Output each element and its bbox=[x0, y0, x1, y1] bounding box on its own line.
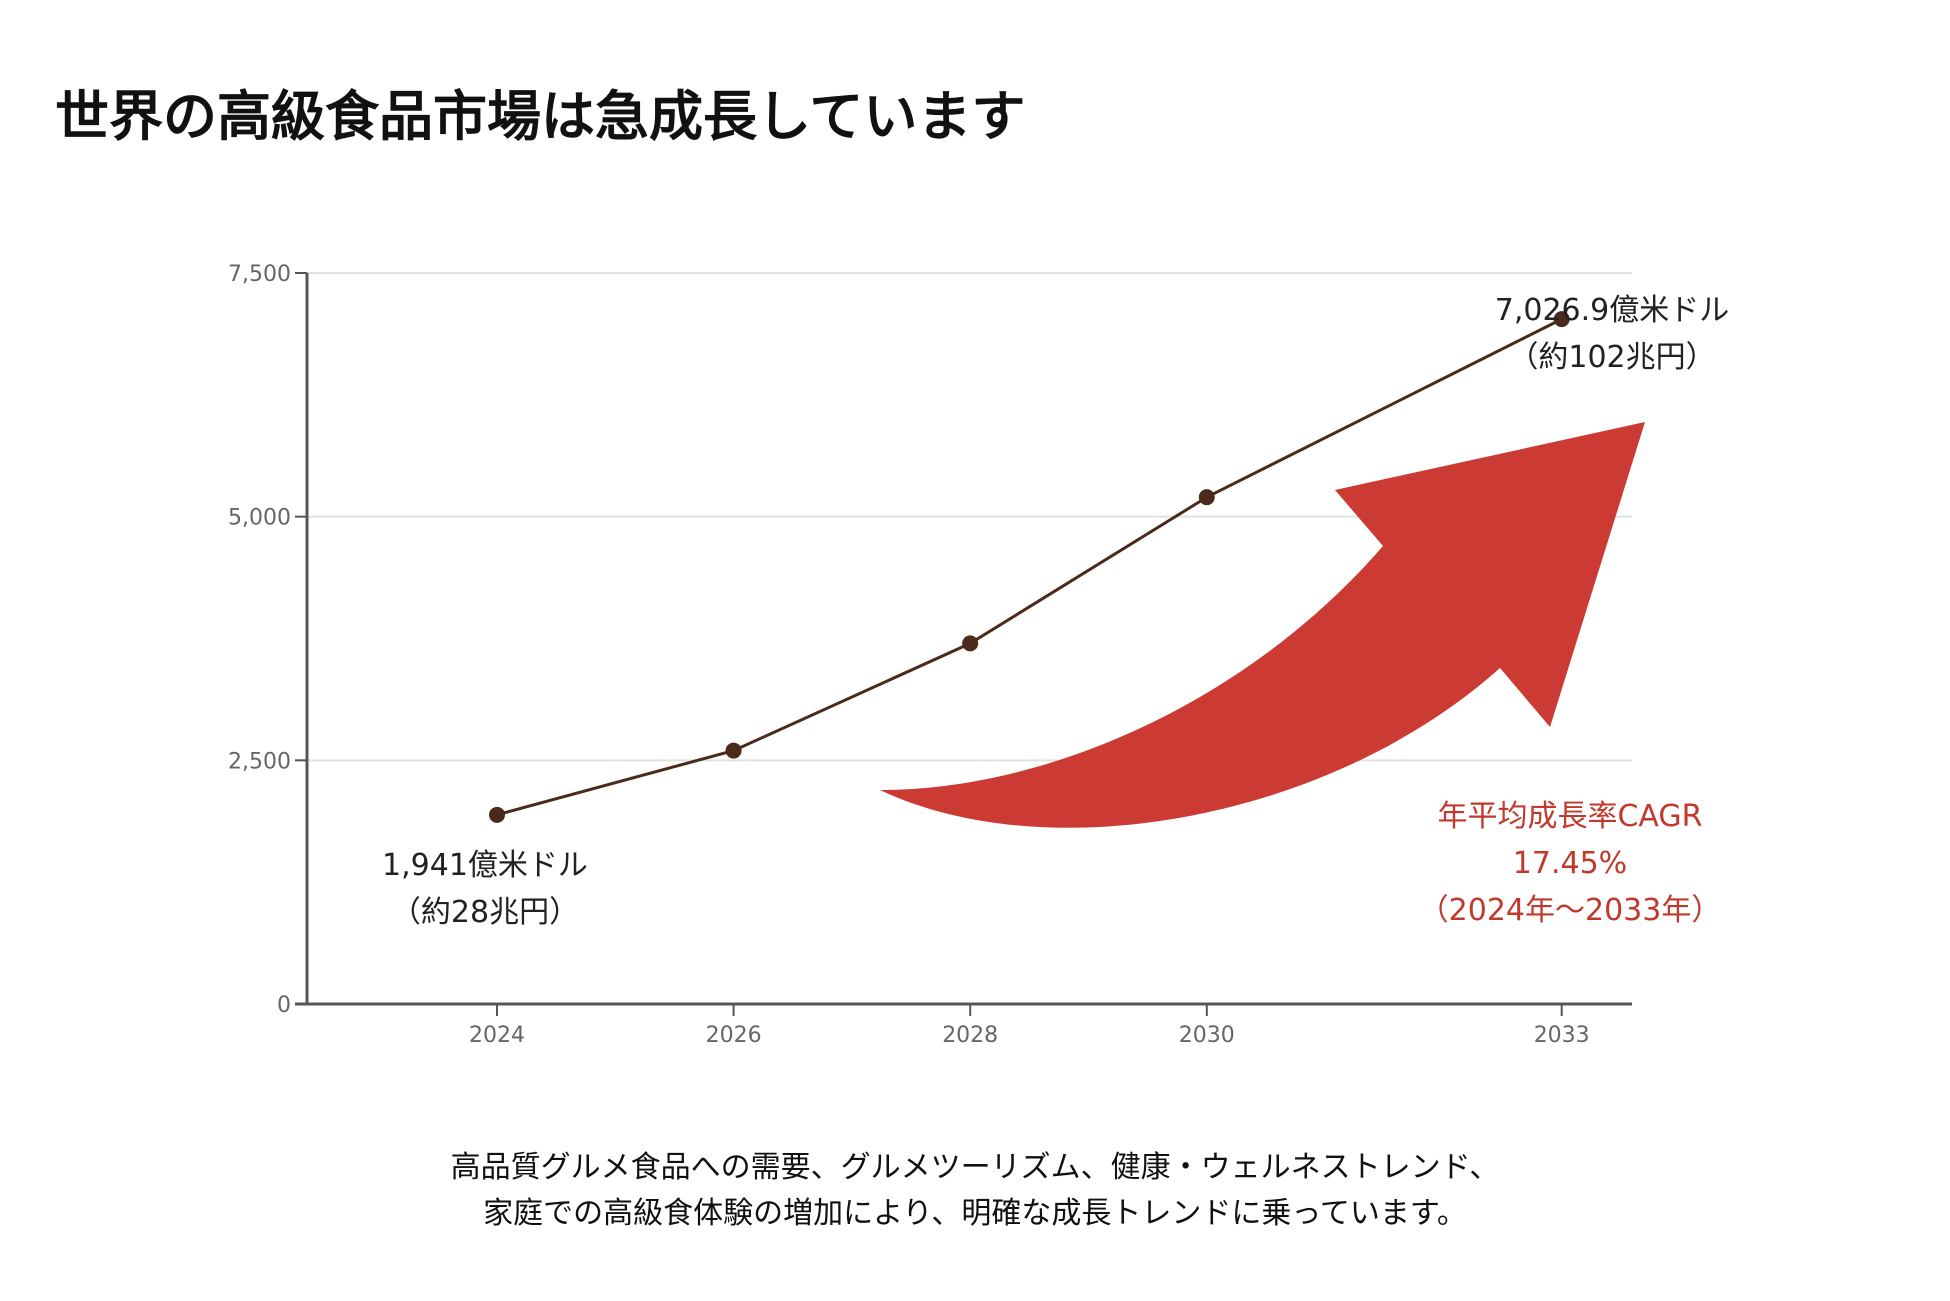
data-point bbox=[1553, 311, 1570, 328]
x-tick-label: 2024 bbox=[469, 1023, 525, 1048]
end-value-label: 7,026.9億米ドル bbox=[1495, 293, 1730, 328]
y-tick-label: 7,500 bbox=[228, 262, 291, 287]
start-value-label: 1,941億米ドル bbox=[382, 848, 588, 883]
start-value-yen-label: （約28兆円） bbox=[391, 895, 579, 930]
x-tick-label: 2033 bbox=[1534, 1023, 1590, 1048]
x-tick-label: 2028 bbox=[942, 1023, 998, 1048]
caption-line-1: 高品質グルメ食品への需要、グルメツーリズム、健康・ウェルネストレンド、 bbox=[450, 1150, 1500, 1185]
data-point bbox=[1198, 489, 1215, 506]
caption: 高品質グルメ食品への需要、グルメツーリズム、健康・ウェルネストレンド、 家庭での… bbox=[0, 1145, 1950, 1237]
data-point bbox=[962, 635, 979, 652]
end-value-yen-label: （約102兆円） bbox=[1508, 340, 1715, 375]
growth-arrow bbox=[880, 422, 1645, 828]
data-points bbox=[489, 311, 1570, 823]
y-tick-label: 0 bbox=[277, 993, 291, 1018]
x-tick-label: 2030 bbox=[1179, 1023, 1235, 1048]
cagr-label: 年平均成長率CAGR bbox=[1437, 799, 1702, 834]
caption-line-2: 家庭での高級食体験の増加により、明確な成長トレンドに乗っています。 bbox=[483, 1196, 1467, 1231]
y-axis-ticks: 0 2,500 5,000 7,500 bbox=[228, 262, 307, 1018]
data-point bbox=[725, 742, 742, 759]
x-tick-label: 2026 bbox=[706, 1023, 762, 1048]
y-tick-label: 5,000 bbox=[228, 506, 291, 531]
x-axis-ticks: 2024 2026 2028 2030 2033 bbox=[469, 1004, 1590, 1048]
y-tick-label: 2,500 bbox=[228, 749, 291, 774]
cagr-period: （2024年～2033年） bbox=[1419, 893, 1722, 928]
cagr-value: 17.45% bbox=[1513, 846, 1627, 881]
page-title: 世界の高級食品市場は急成長しています bbox=[55, 85, 1026, 148]
data-point bbox=[489, 806, 505, 823]
